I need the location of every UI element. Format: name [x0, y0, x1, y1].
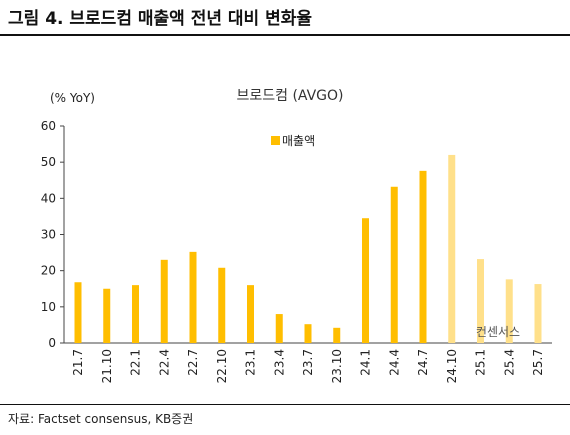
x-tick-label: 23.4	[272, 349, 286, 376]
x-tick-label: 22.4	[157, 349, 171, 376]
x-tick-label: 21.10	[100, 349, 114, 383]
bar	[103, 288, 111, 343]
consensus-label: 컨센서스	[476, 325, 520, 339]
figure-title: 그림 4. 브로드컴 매출액 전년 대비 변화율	[8, 9, 313, 29]
bar	[448, 154, 456, 343]
title-rule	[0, 34, 570, 36]
source-note: 자료: Factset consensus, KB증권	[8, 412, 194, 426]
x-tick-label: 24.4	[387, 349, 401, 376]
y-axis-label: (% YoY)	[50, 91, 95, 105]
y-tick-label: 60	[41, 119, 56, 133]
bar	[333, 327, 341, 343]
legend-swatch	[271, 136, 280, 145]
y-axis: 0 10 20 30 40 50 60	[41, 119, 552, 350]
chart-title: 브로드컴 (AVGO)	[236, 88, 343, 104]
x-tick-label: 22.10	[215, 349, 229, 383]
legend-label: 매출액	[282, 134, 315, 148]
y-tick-label: 30	[41, 228, 56, 242]
bar	[74, 282, 82, 343]
bar	[534, 284, 542, 343]
x-tick-label: 24.1	[359, 349, 373, 376]
x-tick-label: 24.10	[445, 349, 459, 383]
bars	[74, 154, 542, 343]
bar	[390, 186, 398, 343]
x-tick-label: 23.7	[301, 349, 315, 376]
bar	[505, 279, 513, 343]
bar	[275, 314, 283, 343]
x-tick-label: 25.1	[474, 349, 488, 376]
y-tick-label: 20	[41, 264, 56, 278]
x-tick-label: 22.7	[186, 349, 200, 376]
x-tick-label: 23.1	[244, 349, 258, 376]
x-tick-label: 25.7	[531, 349, 545, 376]
x-tick-label: 23.10	[330, 349, 344, 383]
bar	[189, 251, 197, 343]
bar	[218, 267, 226, 343]
x-tick-label: 22.1	[129, 349, 143, 376]
x-tick-label: 25.4	[502, 349, 516, 376]
x-tick-label: 24.7	[416, 349, 430, 376]
bar	[419, 170, 427, 343]
source-rule	[0, 404, 570, 405]
x-tick-label: 21.7	[71, 349, 85, 376]
y-tick-label: 50	[41, 155, 56, 169]
bar	[160, 259, 168, 343]
y-tick-label: 10	[41, 300, 56, 314]
bar	[477, 259, 484, 343]
bar	[247, 285, 254, 343]
x-axis-labels: 21.7 21.10 22.1 22.4 22.7 22.10 23.1 23.4 23.7 23…	[71, 349, 545, 383]
bar	[362, 218, 369, 343]
bar	[132, 285, 139, 343]
y-tick-label: 40	[41, 191, 56, 205]
y-tick-label: 0	[48, 336, 56, 350]
bar	[304, 324, 312, 343]
